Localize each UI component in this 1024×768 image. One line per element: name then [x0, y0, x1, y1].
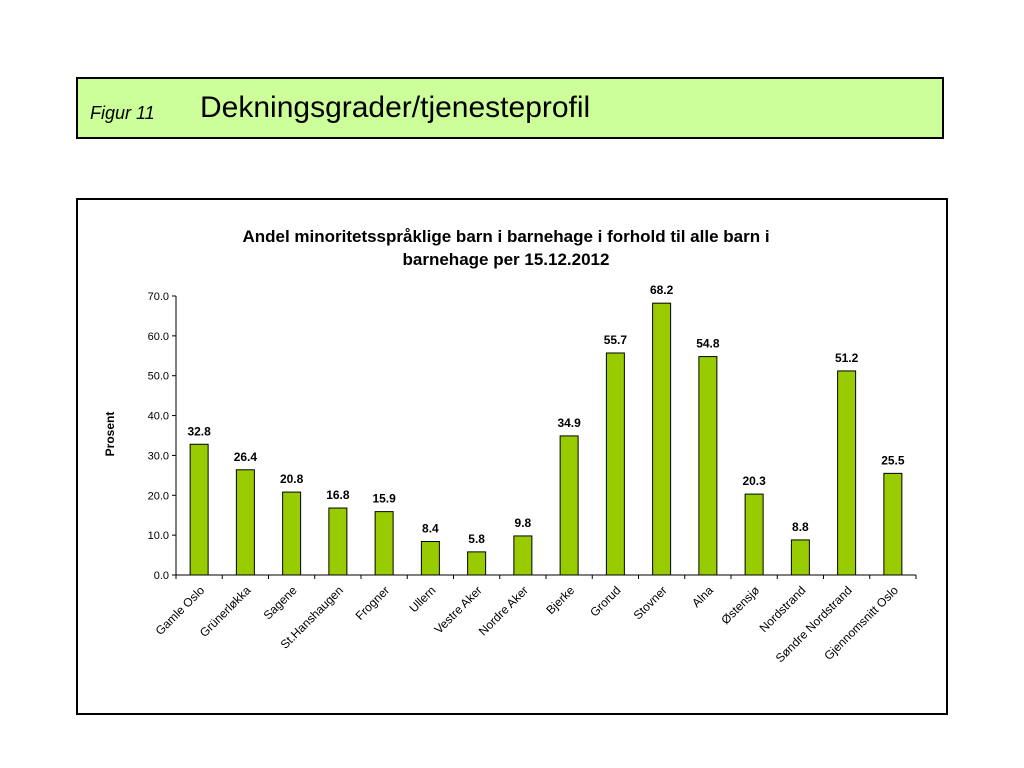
- figure-header: Figur 11 Dekningsgrader/tjenesteprofil: [76, 77, 944, 139]
- data-label: 51.2: [835, 351, 859, 365]
- data-label: 8.8: [792, 520, 809, 534]
- data-label: 68.2: [650, 283, 674, 297]
- category-label: Østensjø: [718, 583, 762, 627]
- bar: [189, 443, 209, 576]
- bar-chart: Andel minoritetsspråklige barn i barneha…: [103, 227, 917, 665]
- bar: [467, 551, 487, 576]
- bar: [698, 356, 718, 576]
- y-tick-label: 70.0: [148, 291, 169, 303]
- data-label: 20.8: [280, 472, 304, 486]
- data-label: 20.3: [742, 474, 766, 488]
- y-tick-label: 0.0: [154, 570, 169, 582]
- bar: [605, 352, 625, 576]
- data-label: 16.8: [326, 488, 350, 502]
- category-label: Bjerke: [543, 583, 577, 617]
- bar: [420, 541, 440, 576]
- data-label: 34.9: [557, 416, 581, 430]
- chart-title-line-1: Andel minoritetsspråklige barn i barneha…: [242, 227, 769, 246]
- y-tick-label: 10.0: [148, 530, 169, 542]
- y-tick-label: 50.0: [148, 371, 169, 383]
- figure-label: Figur 11: [90, 103, 155, 123]
- bar: [374, 511, 394, 576]
- y-tick-label: 20.0: [148, 490, 169, 502]
- bar: [282, 491, 302, 576]
- category-label: Nordre Aker: [476, 583, 531, 638]
- data-label: 55.7: [604, 333, 628, 347]
- plot-area: 0.010.020.030.040.050.060.070.032.8Gamle…: [148, 283, 917, 665]
- data-label: 9.8: [515, 516, 532, 530]
- data-label: 54.8: [696, 337, 720, 351]
- figure-title: Dekningsgrader/tjenesteprofil: [200, 91, 591, 124]
- category-label: Stovner: [631, 583, 670, 622]
- bar: [837, 370, 857, 576]
- y-tick-label: 60.0: [148, 331, 169, 343]
- data-label: 25.5: [881, 453, 905, 467]
- data-label: 26.4: [234, 450, 258, 464]
- category-label: Grorud: [587, 583, 623, 619]
- bar: [513, 535, 533, 576]
- y-axis-label: Prosent: [103, 412, 117, 457]
- chart-title-line-2: barnehage per 15.12.2012: [403, 250, 610, 269]
- category-label: Alna: [689, 583, 716, 610]
- chart-frame: Andel minoritetsspråklige barn i barneha…: [76, 198, 948, 715]
- category-label: Sagene: [261, 583, 300, 622]
- y-tick-label: 40.0: [148, 411, 169, 423]
- category-label: Frogner: [353, 583, 393, 623]
- data-label: 32.8: [187, 424, 211, 438]
- bar: [235, 469, 255, 576]
- category-label: Ullern: [406, 583, 438, 615]
- bar: [328, 507, 348, 576]
- bar: [790, 539, 810, 576]
- bar: [559, 435, 579, 576]
- y-tick-label: 30.0: [148, 450, 169, 462]
- bar: [883, 472, 903, 576]
- bar: [744, 493, 764, 576]
- data-label: 8.4: [422, 522, 439, 536]
- data-label: 5.8: [468, 532, 485, 546]
- bar: [652, 302, 672, 576]
- data-label: 15.9: [372, 492, 396, 506]
